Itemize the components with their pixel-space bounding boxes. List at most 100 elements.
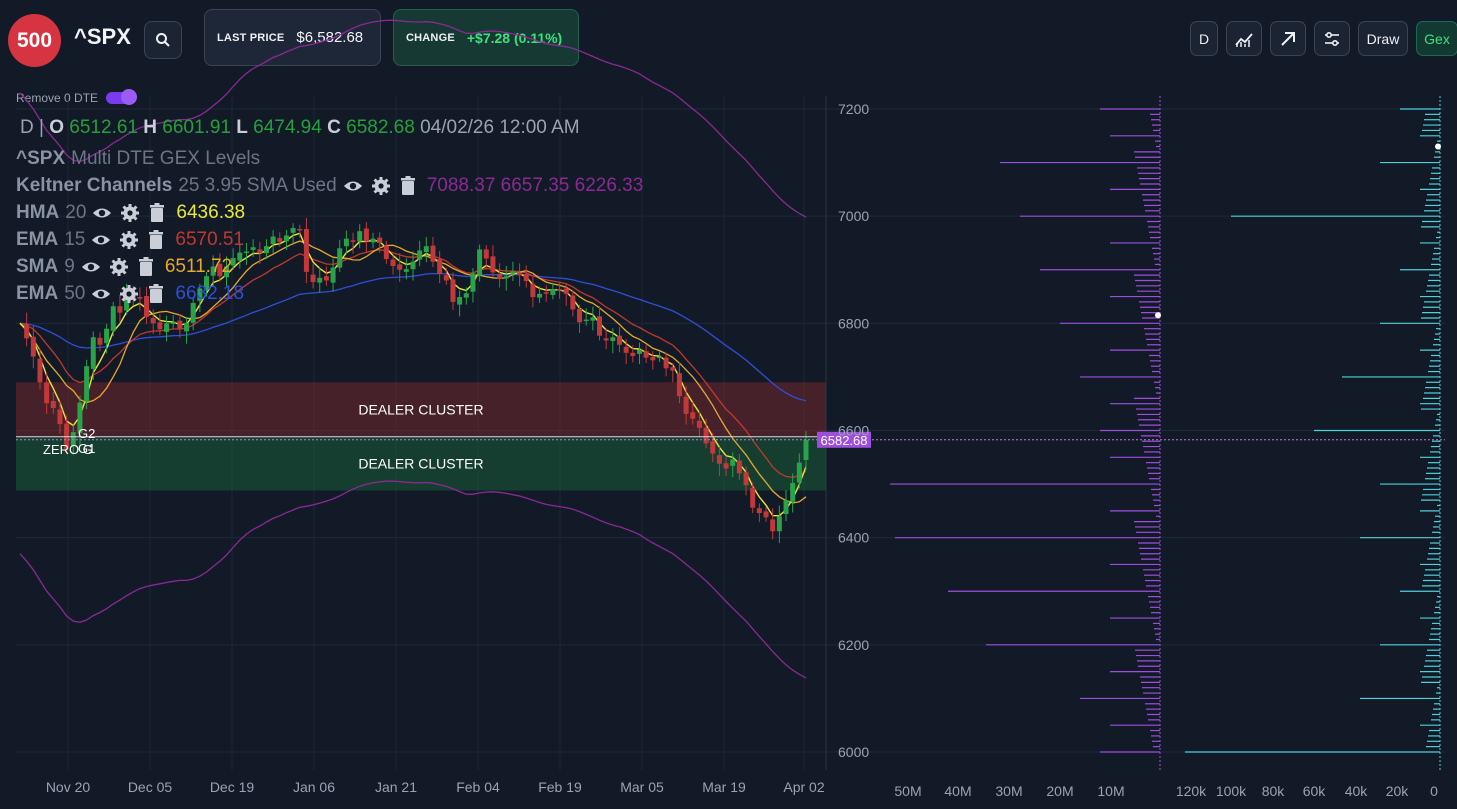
change-label: CHANGE bbox=[406, 31, 455, 44]
candle-body bbox=[497, 274, 503, 279]
gex-calls-tick: 30M bbox=[995, 783, 1022, 799]
y-tick-label: 6000 bbox=[838, 744, 869, 760]
legend-keltner: Keltner Channels 25 3.95 SMA Used 7088.3… bbox=[16, 175, 643, 197]
eye-icon[interactable] bbox=[91, 284, 111, 304]
y-tick-label: 7000 bbox=[838, 208, 869, 224]
candle-body bbox=[44, 382, 50, 404]
candle-body bbox=[417, 250, 423, 260]
candle-body bbox=[30, 336, 36, 357]
last-price-label: LAST PRICE bbox=[217, 31, 285, 44]
candle-body bbox=[377, 237, 383, 243]
gear-icon[interactable] bbox=[371, 176, 391, 196]
remove-0dte-switch[interactable] bbox=[106, 89, 138, 105]
keltner-values: 7088.37 6657.35 6226.33 bbox=[426, 175, 644, 196]
candle-body bbox=[363, 228, 369, 242]
candle-body bbox=[543, 292, 549, 294]
candle-body bbox=[523, 274, 529, 282]
x-tick-label: Mar 19 bbox=[702, 779, 746, 795]
keltner-lower-line bbox=[19, 480, 807, 679]
trash-icon[interactable] bbox=[137, 257, 157, 277]
legend-ema50: EMA 50 6632.18 bbox=[16, 283, 244, 305]
candle-body bbox=[117, 306, 123, 313]
gex-button[interactable]: Gex bbox=[1416, 21, 1457, 56]
candle-body bbox=[563, 288, 569, 294]
current-price-tag bbox=[817, 431, 871, 448]
eye-icon[interactable] bbox=[81, 257, 101, 277]
candle-body bbox=[597, 316, 603, 336]
dealer-cluster-zones: DEALER CLUSTER DEALER CLUSTER bbox=[16, 382, 826, 491]
candle-body bbox=[177, 320, 183, 330]
candle-body bbox=[297, 229, 303, 231]
draw-button[interactable]: Draw bbox=[1358, 21, 1408, 56]
ema50-value: 6632.18 bbox=[175, 283, 245, 304]
candle-body bbox=[610, 337, 616, 342]
candle-body bbox=[470, 273, 476, 292]
ohlc-low-label: L bbox=[236, 117, 248, 138]
candle-body bbox=[290, 227, 296, 233]
candle-body bbox=[57, 409, 63, 425]
gear-icon[interactable] bbox=[119, 284, 139, 304]
candle-body bbox=[616, 335, 622, 345]
candle-body bbox=[257, 249, 263, 254]
gex-puts-marker bbox=[1435, 143, 1441, 150]
candle-body bbox=[77, 402, 83, 434]
ema50-name: EMA bbox=[16, 283, 59, 304]
trash-icon[interactable] bbox=[147, 284, 167, 304]
gear-icon[interactable] bbox=[109, 257, 129, 277]
legend-sma9: SMA 9 6511.72 bbox=[16, 256, 232, 278]
trash-icon[interactable] bbox=[399, 176, 419, 196]
eye-icon[interactable] bbox=[92, 203, 112, 223]
candle-body bbox=[230, 257, 236, 266]
legend-ema15: EMA 15 6570.51 bbox=[16, 229, 244, 251]
hma-params: 20 bbox=[65, 202, 87, 223]
candle-body bbox=[403, 269, 409, 272]
candle-body bbox=[397, 264, 403, 270]
sma9-params: 9 bbox=[64, 256, 75, 277]
gear-icon[interactable] bbox=[119, 230, 139, 250]
candle-body bbox=[137, 297, 143, 299]
settings-button[interactable] bbox=[1314, 21, 1350, 56]
ema15-params: 15 bbox=[64, 229, 86, 250]
candle-body bbox=[670, 367, 676, 371]
interval-button[interactable]: D bbox=[1190, 21, 1218, 56]
y-tick-label: 6600 bbox=[838, 423, 869, 439]
candle-body bbox=[184, 322, 190, 332]
ohlc-close-label: C bbox=[327, 117, 341, 138]
trash-icon[interactable] bbox=[148, 203, 168, 223]
gex-puts-tick: 80k bbox=[1262, 783, 1286, 799]
candle-body bbox=[370, 238, 376, 243]
candle-body bbox=[383, 245, 389, 260]
candle-body bbox=[110, 306, 116, 331]
dealer-cluster-label: DEALER CLUSTER bbox=[358, 402, 483, 418]
current-price-label: 6582.68 bbox=[821, 433, 868, 448]
remove-0dte-label: Remove 0 DTE bbox=[16, 91, 99, 105]
candle-body bbox=[150, 317, 156, 324]
candle-body bbox=[803, 439, 809, 460]
eye-icon[interactable] bbox=[91, 230, 111, 250]
x-tick-label: Nov 20 bbox=[46, 779, 91, 795]
y-tick-label: 6400 bbox=[838, 530, 869, 546]
ema15-value: 6570.51 bbox=[175, 229, 245, 250]
logo-badge[interactable]: 500 bbox=[8, 14, 61, 67]
eye-icon[interactable] bbox=[343, 176, 363, 196]
gex-calls-tick: 50M bbox=[894, 783, 921, 799]
candle-body bbox=[577, 308, 583, 323]
candle-body bbox=[443, 275, 449, 281]
candle-body bbox=[430, 245, 436, 262]
trend-arrow-button[interactable] bbox=[1270, 21, 1306, 56]
candle-body bbox=[643, 351, 649, 358]
candle-body bbox=[90, 337, 96, 369]
search-button[interactable] bbox=[144, 21, 182, 59]
candle-body bbox=[450, 279, 456, 302]
indicators-button[interactable] bbox=[1226, 21, 1262, 56]
candle-body bbox=[457, 297, 463, 305]
dealer-cluster-label: DEALER CLUSTER bbox=[358, 456, 483, 472]
ohlc-interval: D bbox=[20, 117, 34, 138]
candle-body bbox=[503, 276, 509, 279]
x-tick-label: Feb 04 bbox=[456, 779, 500, 795]
trash-icon[interactable] bbox=[147, 230, 167, 250]
gear-icon[interactable] bbox=[120, 203, 140, 223]
candle-body bbox=[630, 352, 636, 357]
candle-body bbox=[790, 483, 796, 502]
